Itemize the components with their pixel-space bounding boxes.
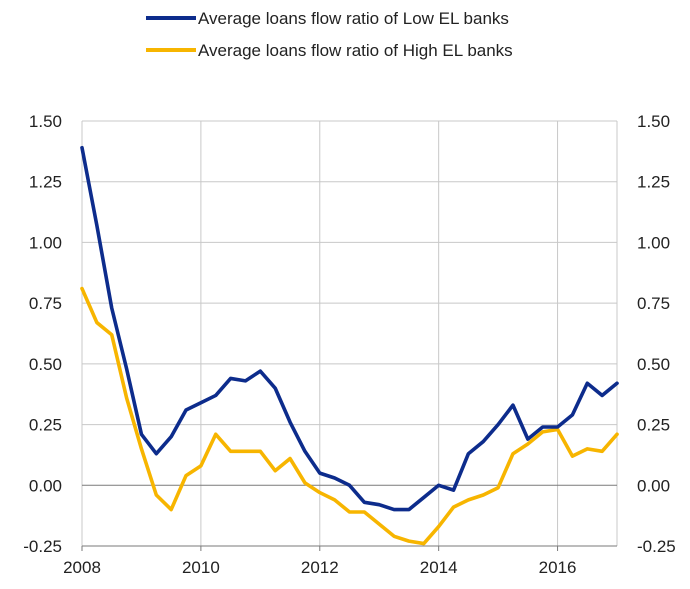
y-right-tick-label: 0.50 xyxy=(637,355,670,374)
gridlines xyxy=(81,120,618,547)
legend-label: Average loans flow ratio of High EL bank… xyxy=(198,41,513,60)
y-left-tick-label: 0.50 xyxy=(29,355,62,374)
y-axis-right: -0.25 0.00 0.25 0.50 0.75 1.00 1.25 1.50 xyxy=(637,112,676,556)
y-right-tick-label: 1.00 xyxy=(637,233,670,252)
y-right-tick-label: 0.00 xyxy=(637,476,670,495)
series-line-high-el xyxy=(80,286,619,546)
x-tick-label: 2016 xyxy=(539,558,577,577)
y-axis-left: -0.25 0.00 0.25 0.50 0.75 1.00 1.25 1.50 xyxy=(23,112,62,556)
y-left-tick-label: 1.50 xyxy=(29,112,62,131)
series-line-low-el xyxy=(80,145,619,512)
legend: Average loans flow ratio of Low EL banks… xyxy=(146,9,513,60)
x-axis: 2008 2010 2012 2014 2016 xyxy=(63,545,617,577)
y-right-tick-label: -0.25 xyxy=(637,537,676,556)
x-tick-label: 2010 xyxy=(182,558,220,577)
y-left-tick-label: 1.25 xyxy=(29,173,62,192)
legend-label: Average loans flow ratio of Low EL banks xyxy=(198,9,509,28)
y-right-tick-label: 0.25 xyxy=(637,416,670,435)
x-tick-label: 2008 xyxy=(63,558,101,577)
y-left-tick-label: 0.00 xyxy=(29,476,62,495)
y-left-tick-label: 1.00 xyxy=(29,233,62,252)
y-right-tick-label: 1.50 xyxy=(637,112,670,131)
y-left-tick-label: 0.75 xyxy=(29,294,62,313)
y-right-tick-label: 1.25 xyxy=(637,173,670,192)
y-left-tick-label: 0.25 xyxy=(29,416,62,435)
x-tick-label: 2014 xyxy=(420,558,458,577)
y-left-tick-label: -0.25 xyxy=(23,537,62,556)
x-tick-label: 2012 xyxy=(301,558,339,577)
y-right-tick-label: 0.75 xyxy=(637,294,670,313)
series-lines xyxy=(80,145,619,546)
